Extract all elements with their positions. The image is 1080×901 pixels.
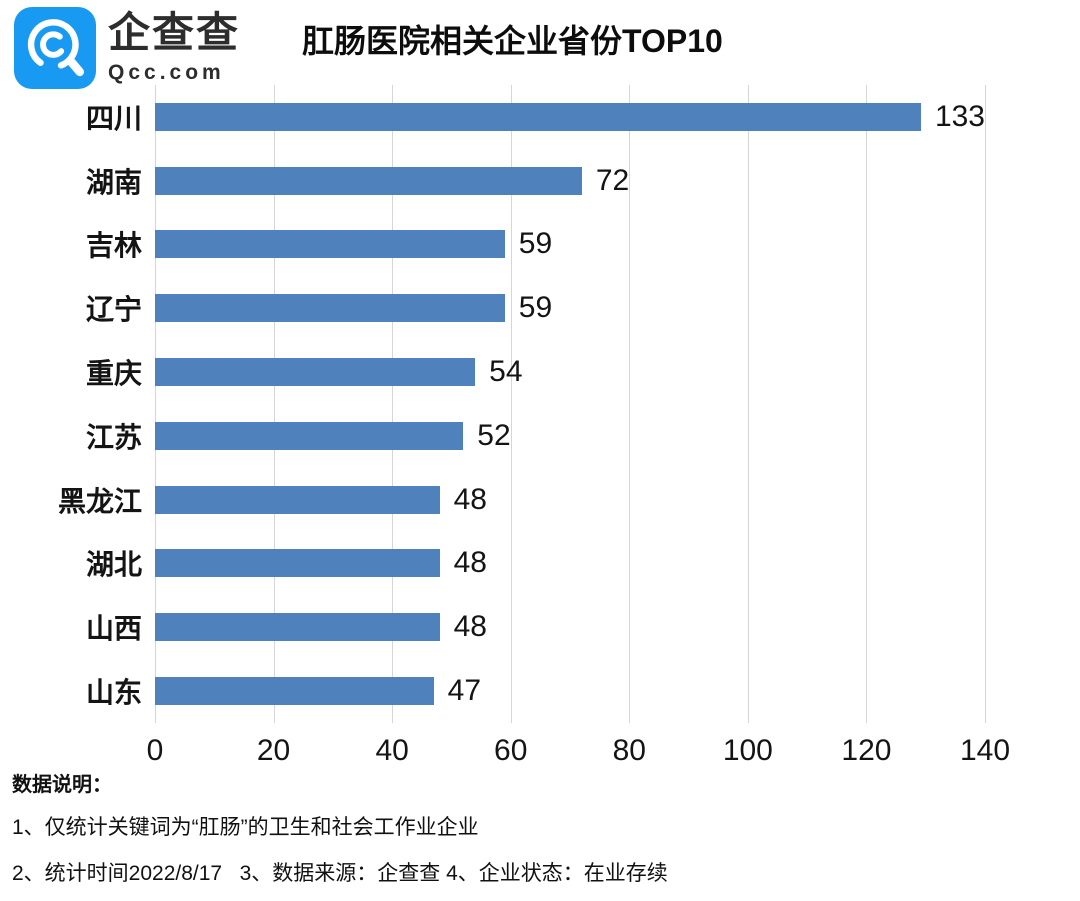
- value-label: 72: [595, 163, 630, 197]
- bar-track: 48: [155, 610, 985, 644]
- bar: [155, 102, 921, 131]
- bar-track: 52: [155, 418, 985, 452]
- bar-row: 重庆 54: [0, 340, 1080, 404]
- x-tick-label: 40: [375, 734, 409, 767]
- gridline: [392, 85, 394, 723]
- category-label: 山西: [85, 613, 142, 645]
- bar: [155, 230, 505, 259]
- value-label: 48: [453, 482, 487, 516]
- gridlines: [155, 85, 986, 723]
- category-label: 湖南: [85, 166, 142, 198]
- bar-track: 47: [155, 674, 985, 708]
- x-tick-label: 60: [494, 734, 528, 767]
- value-label: 52: [477, 418, 511, 452]
- value-label: 54: [489, 355, 523, 389]
- brand-name-en: Qcc.com: [108, 61, 225, 85]
- bar: [155, 166, 582, 195]
- gridline: [629, 85, 631, 723]
- bar-row: 湖北 48: [0, 532, 1080, 596]
- bar-row: 山西 48: [0, 595, 1080, 659]
- category-label: 重庆: [85, 358, 142, 390]
- category-label: 四川: [85, 102, 142, 134]
- value-label: 133: [934, 99, 985, 133]
- gridline: [747, 85, 749, 723]
- category-label: 黑龙江: [57, 485, 142, 517]
- bar-chart: 四川 133 湖南 72 吉林 59 辽宁 59 重庆 54 江苏 52 黑龙江 48 湖北 48 山西 48 山东…: [0, 85, 1080, 775]
- value-label: 48: [453, 610, 487, 644]
- qcc-magnifier-logo-icon: [14, 7, 96, 89]
- bar-rows: 四川 133 湖南 72 吉林 59 辽宁 59 重庆 54 江苏 52 黑龙江 48 湖北 48 山西 48 山东…: [0, 85, 1080, 723]
- bar: [155, 421, 464, 450]
- gridline: [155, 85, 156, 723]
- qcc-logo: 企查查 Qcc.com: [14, 7, 240, 89]
- category-label: 湖北: [85, 549, 142, 581]
- bar-track: 48: [155, 482, 985, 516]
- bar-track: 59: [155, 227, 985, 261]
- bar: [155, 485, 440, 514]
- bar-row: 黑龙江 48: [0, 468, 1080, 532]
- x-axis: 0 20 40 60 80 100 120 140: [147, 733, 1010, 775]
- category-label: 吉林: [85, 230, 142, 262]
- bar-row: 山东 47: [0, 659, 1080, 723]
- bar-track: 133: [155, 99, 985, 133]
- x-tick-label: 0: [146, 734, 164, 767]
- bar-track: 59: [155, 291, 985, 325]
- bar: [155, 549, 440, 578]
- bar: [155, 294, 505, 323]
- bar-row: 吉林 59: [0, 213, 1080, 277]
- bar-row: 湖南 72: [0, 149, 1080, 213]
- gridline: [866, 85, 868, 723]
- bar-row: 辽宁 59: [0, 276, 1080, 340]
- bar-track: 72: [155, 163, 985, 197]
- header: 企查查 Qcc.com 肛肠医院相关企业省份TOP10: [0, 0, 1080, 89]
- data-notes: 数据说明： 1、仅统计关键词为“肛肠”的卫生和社会工作业企业 2、统计时间202…: [12, 768, 1062, 901]
- bar: [155, 358, 476, 387]
- category-label: 山东: [85, 677, 142, 709]
- gridline: [985, 85, 986, 723]
- gridline: [273, 85, 275, 723]
- bar-row: 江苏 52: [0, 404, 1080, 468]
- value-label: 48: [453, 546, 487, 580]
- data-notes-heading: 数据说明：: [12, 774, 112, 796]
- logo-text: 企查查 Qcc.com: [108, 9, 241, 85]
- category-label: 江苏: [85, 421, 142, 453]
- bar-track: 48: [155, 546, 985, 580]
- category-label: 辽宁: [85, 294, 142, 326]
- x-tick-label: 100: [722, 734, 773, 767]
- x-tick-label: 140: [959, 734, 1011, 767]
- value-label: 59: [518, 227, 553, 261]
- x-tick-label: 120: [841, 734, 892, 767]
- brand-name-cn: 企查查: [108, 9, 241, 56]
- value-label: 47: [447, 674, 482, 708]
- x-tick-label: 80: [612, 734, 646, 767]
- bar: [155, 677, 434, 706]
- bar: [155, 613, 440, 642]
- gridline: [510, 85, 512, 723]
- bar-row: 四川 133: [0, 85, 1080, 149]
- chart-title: 肛肠医院相关企业省份TOP10: [302, 23, 723, 59]
- data-note-1: 1、仅统计关键词为“肛肠”的卫生和社会工作业企业: [12, 816, 479, 839]
- data-note-2: 2、统计时间2022/8/17 3、数据来源：企查查 4、企业状态：在业存续: [12, 862, 668, 885]
- bar-track: 54: [155, 355, 985, 389]
- x-tick-label: 20: [256, 734, 291, 767]
- value-label: 59: [518, 291, 553, 325]
